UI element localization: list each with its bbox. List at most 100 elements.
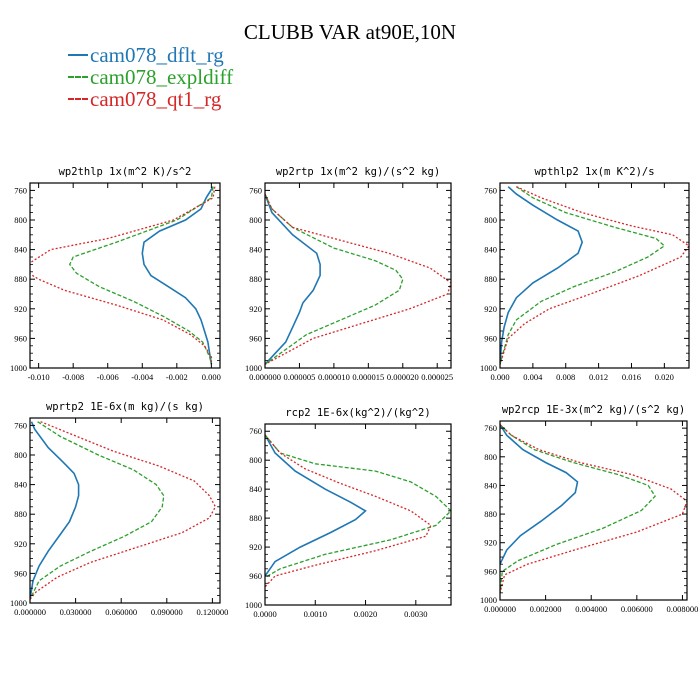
legend-swatch-expldiff [68,76,88,78]
y-tick-label: 760 [249,426,262,436]
x-tick-label: -0.002 [166,372,188,382]
y-tick-label: 1000 [480,595,497,605]
y-tick-label: 840 [249,245,262,255]
y-tick-label: 920 [14,539,27,549]
y-tick-label: 960 [249,571,262,581]
panel-title: wprtp2 1E-6x(m kg)/(s kg) [46,401,204,413]
series-line-cam078_qt1_rg [500,424,687,593]
x-tick-label: 0.000000 [484,604,516,614]
legend-label-dflt: cam078_dflt_rg [90,42,224,67]
series-line-cam078_dflt_rg [500,186,584,365]
x-tick-label: 0.000010 [318,372,350,382]
x-tick-label: 0.0000 [253,609,276,619]
chart-panel-1: wp2rtp 1x(m^2 kg)/(s^2 kg) 760 800 840 880 92… [245,166,453,382]
plot-frame [499,182,690,369]
y-tick-label: 920 [484,538,497,548]
y-tick-label: 1000 [480,363,497,373]
x-tick-label: 0.016 [622,372,641,382]
legend-label-expldiff: cam078_expldiff [90,64,234,89]
series-line-cam078_expldiff [265,434,451,579]
y-tick-label: 840 [249,484,262,494]
legend-swatch-dflt [68,54,88,56]
legend-item-qt1: cam078_qt1_rg [68,86,233,111]
y-tick-label: 760 [14,185,27,195]
chart-panel-3: wprtp2 1E-6x(m kg)/(s kg) 760 800 840 880 920… [10,401,228,617]
y-tick-label: 1000 [10,363,27,373]
x-tick-label: 0.000015 [352,372,384,382]
x-tick-label: -0.006 [97,372,119,382]
y-tick-label: 800 [249,215,262,225]
y-tick-label: 920 [249,542,262,552]
series-line-cam078_dflt_rg [265,434,367,577]
plot-frame [264,423,452,606]
legend-item-expldiff: cam078_expldiff [68,64,234,89]
series-line-cam078_expldiff [265,193,404,365]
legend-item-dflt: cam078_dflt_rg [68,42,233,67]
y-tick-label: 960 [484,566,497,576]
y-tick-label: 840 [484,245,497,255]
series-line-cam078_qt1_rg [265,193,451,365]
y-tick-label: 880 [14,274,27,284]
x-tick-label: 0.0030 [404,609,427,619]
x-tick-label: -0.004 [131,372,154,382]
y-tick-label: 880 [14,509,27,519]
y-tick-label: 760 [484,423,497,433]
x-tick-label: 0.008 [556,372,575,382]
y-tick-label: 1000 [245,363,262,373]
x-tick-label: 0.000000 [14,607,46,617]
series-line-cam078_qt1_rg [500,186,689,365]
series-line-cam078_dflt_rg [265,193,321,365]
legend-swatch-qt1 [68,98,88,100]
x-tick-label: 0.000025 [421,372,453,382]
x-tick-label: 0.120000 [196,607,228,617]
x-tick-label: -0.010 [28,372,50,382]
x-tick-label: 0.000020 [387,372,419,382]
y-tick-label: 1000 [245,600,262,610]
x-tick-label: 0.008000 [667,604,699,614]
x-tick-label: 0.000000 [249,372,281,382]
y-tick-label: 880 [249,513,262,523]
x-tick-label: 0.020 [655,372,674,382]
series-line-cam078_dflt_rg [141,186,214,365]
chart-panel-0: wp2thlp 1x(m^2 K)/s^2 760 800 840 880 920 960 1… [10,166,221,382]
x-tick-label: 0.030000 [60,607,92,617]
y-tick-label: 800 [484,215,497,225]
y-tick-label: 840 [14,480,27,490]
y-tick-label: 920 [249,304,262,314]
series-line-cam078_dflt_rg [500,424,579,565]
y-tick-label: 880 [484,509,497,519]
x-tick-label: 0.006000 [621,604,653,614]
y-tick-label: 760 [484,185,497,195]
series-line-cam078_qt1_rg [30,186,216,365]
series-line-cam078_expldiff [500,424,656,593]
series-line-cam078_expldiff [68,186,214,365]
y-tick-label: 800 [249,455,262,465]
y-tick-label: 960 [484,333,497,343]
x-tick-label: 0.0020 [354,609,377,619]
x-tick-label: 0.000 [490,372,509,382]
x-tick-label: 0.000 [202,372,221,382]
panel-title: wpthlp2 1x(m K^2)/s [534,166,654,178]
y-tick-label: 880 [249,274,262,284]
figure-title: CLUBB VAR at90E,10N [243,20,457,44]
y-tick-label: 840 [14,245,27,255]
y-tick-label: 880 [484,274,497,284]
panel-title: wp2rcp 1E-3x(m^2 kg)/(s^2 kg) [502,404,685,416]
legend-label-qt1: cam078_qt1_rg [90,86,222,111]
x-tick-label: 0.004000 [575,604,607,614]
y-tick-label: 800 [484,452,497,462]
plot-frame [29,417,221,604]
x-tick-label: 0.012 [589,372,608,382]
x-tick-label: 0.060000 [105,607,137,617]
chart-panel-5: wp2rcp 1E-3x(m^2 kg)/(s^2 kg) 760 800 840 88… [480,404,698,614]
series-line-cam078_dflt_rg [30,421,80,600]
y-tick-label: 760 [14,420,27,430]
plot-frame [499,420,688,601]
panel-title: wp2rtp 1x(m^2 kg)/(s^2 kg) [276,166,440,178]
y-tick-label: 960 [14,568,27,578]
chart-panel-2: wpthlp2 1x(m K^2)/s 760 800 840 880 920 960 100… [480,166,690,382]
y-tick-label: 920 [484,304,497,314]
x-tick-label: 0.000005 [284,372,316,382]
y-tick-label: 760 [249,185,262,195]
